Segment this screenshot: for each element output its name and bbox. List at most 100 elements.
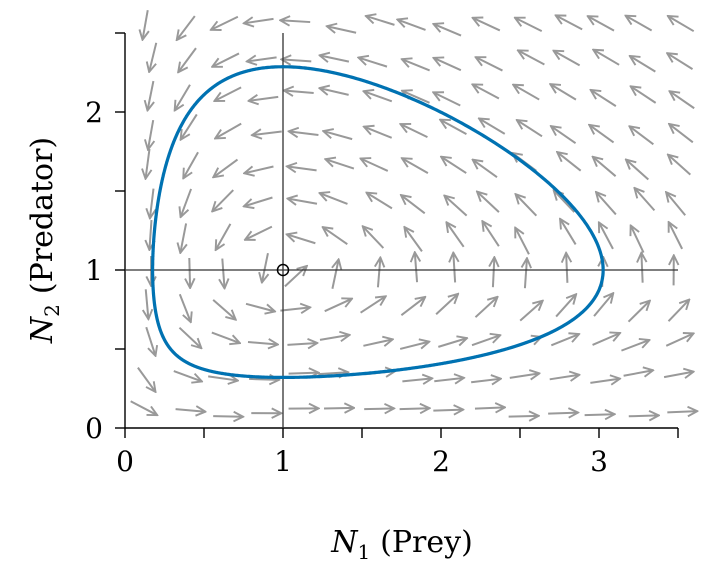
field-arrow	[441, 157, 466, 173]
field-arrow	[320, 55, 349, 61]
field-arrow	[670, 91, 695, 108]
field-arrow	[327, 26, 356, 33]
field-arrow	[289, 131, 319, 135]
field-arrow	[280, 20, 310, 22]
field-arrow	[589, 125, 613, 143]
field-arrow	[325, 159, 354, 168]
field-arrow	[281, 59, 311, 61]
field-arrow	[404, 227, 422, 251]
field-arrow	[550, 375, 580, 380]
field-arrow	[181, 114, 197, 139]
field-arrow	[146, 289, 149, 319]
field-arrow	[475, 407, 505, 408]
field-arrow	[479, 118, 505, 133]
y-tick-label: 1	[85, 254, 103, 287]
field-arrow	[588, 16, 614, 30]
field-arrow	[360, 158, 387, 170]
field-arrow	[247, 57, 277, 61]
field-arrow	[669, 222, 682, 249]
field-arrow	[319, 88, 348, 95]
field-arrow	[551, 334, 579, 345]
field-arrow	[287, 343, 317, 345]
field-arrow	[149, 43, 156, 72]
field-arrow	[436, 294, 458, 314]
field-arrow	[287, 166, 317, 170]
field-arrow	[433, 92, 460, 105]
field-arrow	[621, 340, 649, 351]
field-arrow	[320, 335, 350, 340]
field-arrow	[453, 253, 455, 283]
vector-field	[131, 10, 698, 417]
field-arrow	[358, 58, 387, 67]
field-arrow	[593, 157, 616, 176]
field-arrow	[596, 192, 616, 214]
field-arrow	[473, 160, 497, 177]
field-arrow	[222, 259, 224, 289]
field-arrow	[520, 301, 542, 321]
field-arrow	[174, 371, 202, 381]
field-arrow	[634, 188, 654, 210]
field-arrow	[629, 301, 650, 322]
field-arrow	[252, 131, 282, 135]
field-arrow	[631, 225, 644, 252]
field-arrow	[143, 10, 148, 40]
field-arrow	[516, 194, 537, 216]
orbit-curve	[153, 67, 603, 378]
field-arrow	[324, 408, 354, 409]
field-arrow	[557, 152, 581, 171]
field-arrow	[626, 16, 652, 31]
field-arrow	[400, 124, 427, 137]
field-arrow	[175, 85, 190, 111]
field-arrow	[248, 342, 278, 345]
field-arrow	[513, 85, 539, 100]
x-tick-label: 3	[590, 445, 608, 478]
field-arrow	[476, 57, 503, 70]
field-arrow	[214, 87, 241, 101]
field-arrow	[518, 50, 544, 64]
field-arrow	[289, 373, 319, 374]
field-arrow	[179, 328, 201, 349]
field-arrow	[482, 221, 499, 246]
field-arrow	[666, 192, 685, 215]
field-arrow	[323, 131, 352, 139]
field-arrow	[215, 124, 241, 139]
field-arrow	[560, 219, 576, 245]
field-arrow	[320, 193, 348, 204]
field-arrow	[245, 227, 272, 240]
field-arrow	[148, 120, 153, 150]
field-arrow	[624, 370, 654, 375]
x-tick-label: 0	[116, 445, 134, 478]
field-arrow	[472, 335, 500, 345]
field-arrow	[361, 296, 386, 312]
field-arrow	[630, 56, 656, 72]
field-arrow	[244, 166, 273, 173]
field-arrow	[668, 155, 690, 175]
field-arrow	[363, 339, 392, 345]
field-arrow	[246, 304, 275, 312]
field-arrow	[444, 196, 466, 216]
x-tick-label: 2	[432, 445, 450, 478]
field-arrow	[397, 20, 425, 30]
field-arrow	[147, 81, 153, 110]
field-arrow	[284, 90, 314, 93]
field-arrow	[515, 228, 529, 255]
field-arrow	[211, 17, 238, 30]
field-arrow	[667, 53, 692, 69]
field-arrow	[402, 378, 432, 381]
field-arrow	[249, 379, 279, 380]
field-arrow	[434, 378, 464, 381]
field-arrow	[525, 258, 527, 288]
field-arrow	[433, 410, 463, 411]
field-arrow	[262, 253, 268, 282]
field-arrow	[509, 416, 539, 417]
field-arrow	[401, 195, 425, 213]
field-arrow	[400, 342, 429, 349]
field-arrow	[332, 259, 338, 288]
field-arrow	[472, 84, 499, 98]
field-arrow	[378, 257, 380, 287]
field-arrow	[631, 86, 656, 103]
field-arrow	[554, 190, 575, 212]
field-arrow	[401, 297, 425, 315]
field-arrow	[213, 416, 243, 417]
